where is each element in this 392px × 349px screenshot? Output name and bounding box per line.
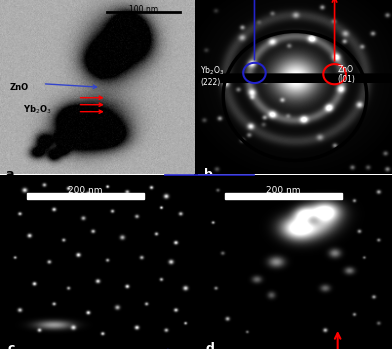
Text: 200 nm: 200 nm [266,186,301,195]
Text: c: c [8,342,15,349]
Text: d: d [206,342,214,349]
Bar [225,193,341,199]
Text: a: a [6,168,15,180]
Text: Yb$_2$O$_3$
(222): Yb$_2$O$_3$ (222) [200,65,224,88]
Text: ZnO: ZnO [10,83,29,92]
Text: 200 nm: 200 nm [68,186,103,195]
Text: b: b [204,168,212,180]
Text: 100 nm: 100 nm [129,5,158,14]
Bar [27,193,143,199]
Text: ZnO
(Ī01): ZnO (Ī01) [338,65,356,84]
Text: Yb$_2$O$_3$: Yb$_2$O$_3$ [23,104,52,116]
